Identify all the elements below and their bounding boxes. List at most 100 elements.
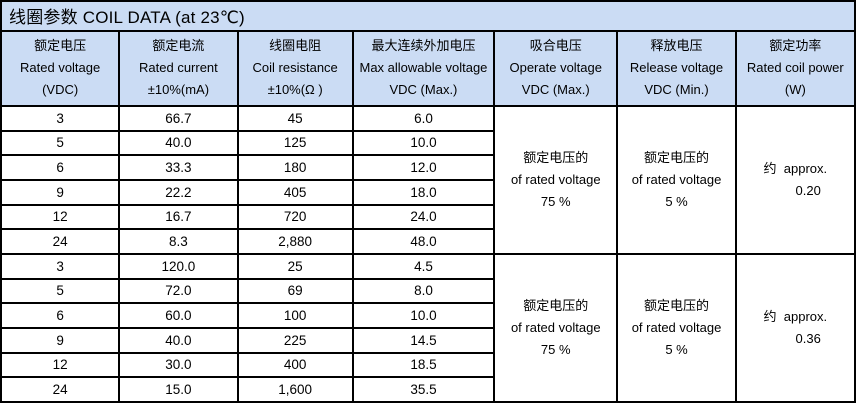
cell-max-voltage: 8.0: [351, 277, 496, 305]
cell-coil-resistance: 45: [236, 104, 354, 132]
cell-rated-voltage: 9: [0, 326, 121, 354]
table-row: 6 33.3 180 12.0: [0, 154, 855, 181]
cell-rated-voltage: 9: [0, 178, 121, 206]
header-unit: (W): [784, 82, 806, 98]
cell-coil-resistance: 720: [236, 203, 354, 231]
cell-max-voltage: 14.5: [351, 326, 496, 354]
header-en: Rated voltage: [20, 60, 101, 76]
table-row: 9 22.2 405 18.0: [0, 178, 855, 206]
table-row: 6 60.0 100 10.0: [0, 302, 855, 329]
cell-max-voltage: 10.0: [351, 129, 496, 157]
release-zh: 额定电压的: [644, 297, 710, 313]
header-zh: 线圈电阻: [269, 38, 322, 54]
cell-coil-resistance: 400: [236, 351, 354, 379]
table-row: 12 16.7 720 24.0: [0, 203, 855, 231]
operate-value: 75 %: [540, 193, 571, 209]
table-row: 3 120.0 25 4.5 额定电压的 of rated voltage 75…: [0, 252, 856, 403]
cell-max-voltage: 18.0: [351, 178, 496, 206]
power-block: 约 approx. 0.20: [764, 158, 828, 202]
header-release-voltage: 释放电压 Release voltage VDC (Min.): [616, 29, 737, 107]
cell-rated-voltage: 24: [0, 376, 121, 403]
cell-rated-voltage: 24: [0, 228, 121, 255]
header-en: Coil resistance: [252, 60, 338, 76]
header-zh: 额定功率: [769, 38, 822, 54]
cell-operate-voltage-group1: 额定电压的 of rated voltage 75 %: [493, 104, 619, 255]
header-zh: 额定电流: [152, 38, 205, 54]
header-zh: 最大连续外加电压: [371, 38, 476, 54]
cell-rated-current: 33.3: [118, 154, 239, 181]
cell-rated-voltage: 12: [0, 351, 121, 379]
table-row: 24 15.0 1,600 35.5: [0, 376, 855, 403]
cell-rated-power-group2: 约 approx. 0.36: [734, 252, 856, 403]
cell-coil-resistance: 2,880: [236, 228, 354, 255]
cell-max-voltage: 10.0: [351, 302, 496, 329]
cell-rated-current: 15.0: [118, 376, 239, 403]
cell-rated-voltage: 6: [0, 154, 121, 181]
release-value: 5 %: [665, 341, 688, 357]
table-row: 5 72.0 69 8.0: [0, 277, 855, 305]
header-unit: ±10%(mA): [147, 82, 210, 98]
header-unit: VDC (Max.): [389, 82, 458, 98]
cell-rated-current: 120.0: [118, 252, 239, 280]
cell-coil-resistance: 225: [236, 326, 354, 354]
cell-release-voltage-group2: 额定电压的 of rated voltage 5 %: [616, 252, 737, 403]
header-en: Rated current: [139, 60, 218, 76]
header-unit: VDC (Max.): [521, 82, 590, 98]
cell-rated-power-group1: 约 approx. 0.20: [734, 104, 856, 255]
cell-rated-current: 40.0: [118, 129, 239, 157]
table-header-row: 额定电压 Rated voltage (VDC) 额定电流 Rated curr…: [0, 29, 856, 107]
cell-rated-voltage: 3: [0, 104, 121, 132]
header-zh: 释放电压: [650, 38, 703, 54]
cell-coil-resistance: 405: [236, 178, 354, 206]
header-rated-voltage: 额定电压 Rated voltage (VDC): [0, 29, 121, 107]
cell-rated-current: 66.7: [118, 104, 239, 132]
header-max-allowable-voltage: 最大连续外加电压 Max allowable voltage VDC (Max.…: [351, 29, 496, 107]
header-en: Operate voltage: [509, 60, 602, 76]
header-rated-current: 额定电流 Rated current ±10%(mA): [118, 29, 239, 107]
cell-rated-voltage: 5: [0, 129, 121, 157]
table-row: 5 40.0 125 10.0: [0, 129, 855, 157]
header-zh: 额定电压: [34, 38, 87, 54]
cell-rated-current: 30.0: [118, 351, 239, 379]
power-value: 0.20: [795, 182, 821, 198]
operate-en: of rated voltage: [510, 171, 601, 187]
cell-rated-current: 72.0: [118, 277, 239, 305]
cell-max-voltage: 4.5: [351, 252, 496, 280]
header-unit: VDC (Min.): [644, 82, 709, 98]
power-block: 约 approx. 0.36: [764, 306, 828, 350]
header-coil-resistance: 线圈电阻 Coil resistance ±10%(Ω ): [236, 29, 354, 107]
header-en: Rated coil power: [746, 60, 844, 76]
power-label: 约 approx.: [763, 160, 828, 176]
operate-zh: 额定电压的: [523, 149, 589, 165]
release-zh: 额定电压的: [644, 149, 710, 165]
header-rated-coil-power: 额定功率 Rated coil power (W): [734, 29, 856, 107]
cell-coil-resistance: 180: [236, 154, 354, 181]
header-zh: 吸合电压: [529, 38, 582, 54]
table-row: 24 8.3 2,880 48.0: [0, 228, 855, 255]
cell-max-voltage: 48.0: [351, 228, 496, 255]
cell-rated-current: 60.0: [118, 302, 239, 329]
cell-rated-current: 40.0: [118, 326, 239, 354]
table-row: 9 40.0 225 14.5: [0, 326, 855, 354]
operate-en: of rated voltage: [510, 319, 601, 335]
header-unit: ±10%(Ω ): [267, 82, 323, 98]
cell-rated-current: 22.2: [118, 178, 239, 206]
cell-coil-resistance: 25: [236, 252, 354, 280]
table-row: 3 66.7 45 6.0 额定电压的 of rated voltage 75 …: [0, 104, 856, 255]
cell-max-voltage: 12.0: [351, 154, 496, 181]
cell-operate-voltage-group2: 额定电压的 of rated voltage 75 %: [493, 252, 619, 403]
header-en: Release voltage: [629, 60, 724, 76]
table-row: 12 30.0 400 18.5: [0, 351, 855, 379]
cell-coil-resistance: 100: [236, 302, 354, 329]
cell-rated-current: 8.3: [118, 228, 239, 255]
power-value: 0.36: [795, 330, 821, 346]
release-en: of rated voltage: [631, 319, 722, 335]
table-title-row: 线圈参数 COIL DATA (at 23℃): [0, 0, 856, 32]
cell-max-voltage: 18.5: [351, 351, 496, 379]
cell-rated-voltage: 5: [0, 277, 121, 305]
cell-rated-voltage: 6: [0, 302, 121, 329]
header-en: Max allowable voltage: [359, 60, 488, 76]
cell-release-voltage-group1: 额定电压的 of rated voltage 5 %: [616, 104, 737, 255]
